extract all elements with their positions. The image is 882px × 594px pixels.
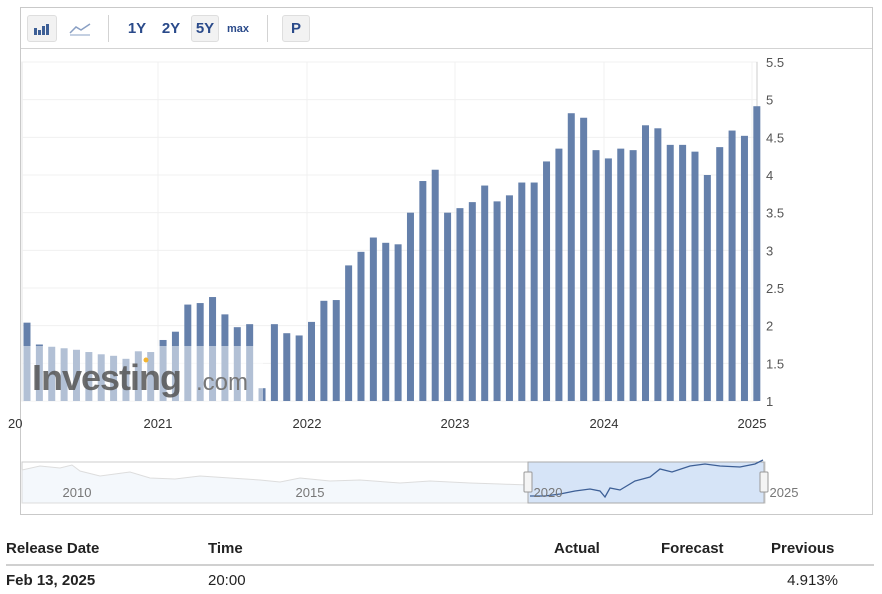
bar <box>629 150 637 401</box>
bar <box>444 212 452 401</box>
previous-value: 4.913% <box>787 572 838 589</box>
y-tick-label: 4.5 <box>766 130 784 145</box>
release-date: Feb 13, 2025 <box>6 572 96 589</box>
y-tick-label: 2.5 <box>766 281 784 296</box>
line-chart-button[interactable] <box>65 15 95 42</box>
watermark-overlay <box>23 346 263 401</box>
bar <box>481 185 489 401</box>
y-tick-label: 1.5 <box>766 356 784 371</box>
bar <box>419 181 427 401</box>
watermark-logo: .com <box>196 369 248 396</box>
bar <box>691 151 699 401</box>
y-tick-label: 3 <box>766 243 773 258</box>
bar <box>580 117 588 401</box>
navigator-history-line <box>21 464 529 504</box>
bar-chart-button[interactable] <box>27 15 57 42</box>
range-1y-button[interactable]: 1Y <box>127 20 147 37</box>
bar <box>382 242 390 401</box>
x-tick-label: 2022 <box>293 416 322 431</box>
x-tick-label: 2021 <box>144 416 173 431</box>
header-release-date: Release Date <box>6 540 100 557</box>
bar <box>295 335 303 401</box>
y-tick-label: 5.5 <box>766 55 784 70</box>
bar <box>468 202 476 401</box>
bar <box>283 333 291 401</box>
navigator-series-line <box>530 459 764 499</box>
bar <box>666 144 674 401</box>
bar <box>505 195 513 401</box>
bar <box>555 148 563 401</box>
watermark-logo: Investing <box>32 357 181 398</box>
navigator-handle[interactable] <box>523 471 533 493</box>
bar <box>654 128 662 401</box>
bar <box>604 158 612 401</box>
bar <box>406 212 414 401</box>
bar <box>592 150 600 401</box>
bar <box>543 161 551 401</box>
range-2y-button[interactable]: 2Y <box>161 20 181 37</box>
y-tick-label: 4 <box>766 168 773 183</box>
header-actual: Actual <box>554 540 600 557</box>
range-max-button[interactable]: max <box>226 22 250 35</box>
bar <box>753 106 761 401</box>
y-tick-label: 2 <box>766 319 773 334</box>
header-previous: Previous <box>771 540 835 557</box>
y-tick-label: 3.5 <box>766 206 784 221</box>
p-button[interactable]: P <box>282 15 310 42</box>
bar <box>345 265 353 401</box>
header-time: Time <box>208 540 243 557</box>
bar <box>530 182 538 401</box>
bar <box>642 125 649 401</box>
bar <box>716 147 724 401</box>
bar <box>357 251 365 401</box>
watermark-dot <box>143 357 149 363</box>
bar <box>456 208 464 401</box>
bar <box>617 148 625 401</box>
header-forecast: Forecast <box>661 540 724 557</box>
bar <box>728 130 736 401</box>
x-tick-label: 2025 <box>738 416 767 431</box>
chart-toolbar: 1Y 2Y 5Y max P <box>21 8 872 49</box>
bar <box>332 300 340 401</box>
bar <box>567 113 575 401</box>
bar <box>493 201 501 401</box>
line-chart-icon <box>69 22 91 35</box>
bar <box>369 237 377 401</box>
bar <box>431 169 439 401</box>
x-tick-label: 2024 <box>590 416 619 431</box>
navigator-selected-range <box>527 461 765 504</box>
navigator-label: 2015 <box>296 485 325 500</box>
navigator-label: 2025 <box>770 485 799 500</box>
bar <box>703 175 711 401</box>
x-tick-label: 20 <box>8 416 22 431</box>
x-tick-label: 2023 <box>441 416 470 431</box>
range-5y-button[interactable]: 5Y <box>191 15 219 42</box>
y-tick-label: 5 <box>766 93 773 108</box>
y-tick-label: 1 <box>766 394 773 409</box>
bar-chart: 1 1.5 2 2.5 3 3.5 4 4.5 5 5.5 20 2021 2022 2023 2024 20… <box>8 55 799 504</box>
chart-container: 1Y 2Y 5Y max P <box>20 7 873 515</box>
bar-chart-icon <box>34 23 49 35</box>
navigator-handle[interactable] <box>759 471 769 493</box>
toolbar-divider <box>108 15 109 42</box>
bar <box>740 135 748 401</box>
toolbar-divider <box>267 15 268 42</box>
bar <box>679 144 687 401</box>
table-divider <box>6 564 874 566</box>
bar <box>308 321 316 401</box>
release-time: 20:00 <box>208 572 246 589</box>
bar <box>518 182 526 401</box>
navigator-label: 2010 <box>63 485 92 500</box>
bar <box>270 324 278 401</box>
bar <box>320 300 328 401</box>
navigator-label: 2020 <box>534 485 563 500</box>
bar <box>394 244 402 401</box>
